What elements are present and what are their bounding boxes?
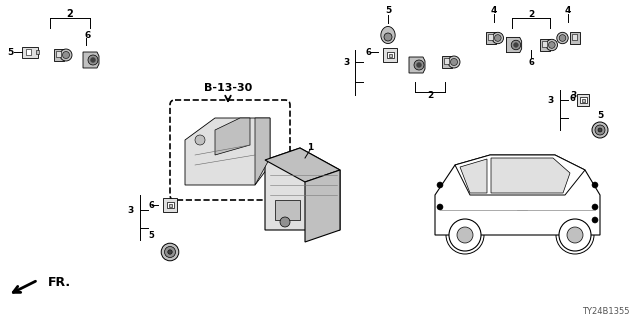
- Circle shape: [437, 204, 443, 210]
- Bar: [542, 41, 547, 47]
- Bar: [488, 34, 493, 40]
- Circle shape: [511, 40, 521, 50]
- Text: 4: 4: [491, 5, 497, 14]
- Circle shape: [546, 39, 557, 51]
- Circle shape: [449, 219, 481, 251]
- Bar: [572, 34, 577, 40]
- Circle shape: [457, 227, 473, 243]
- Text: 6: 6: [365, 47, 371, 57]
- Polygon shape: [455, 155, 585, 195]
- Polygon shape: [506, 37, 522, 52]
- Circle shape: [63, 52, 70, 59]
- Circle shape: [437, 182, 443, 188]
- Circle shape: [595, 125, 605, 135]
- Polygon shape: [305, 170, 340, 242]
- Text: FR.: FR.: [48, 276, 71, 289]
- Circle shape: [168, 250, 172, 254]
- Polygon shape: [265, 148, 340, 182]
- Text: 6: 6: [570, 93, 576, 102]
- Text: 5: 5: [7, 47, 13, 57]
- Polygon shape: [255, 118, 270, 185]
- Circle shape: [448, 56, 460, 68]
- Bar: [577, 94, 589, 106]
- Circle shape: [60, 49, 72, 61]
- Text: 4: 4: [565, 5, 571, 14]
- Polygon shape: [265, 148, 340, 230]
- Bar: [22, 46, 38, 58]
- Circle shape: [557, 32, 568, 44]
- Text: 2: 2: [427, 91, 433, 100]
- Circle shape: [88, 55, 98, 65]
- Circle shape: [559, 219, 591, 251]
- Circle shape: [280, 217, 290, 227]
- Polygon shape: [215, 118, 250, 155]
- FancyBboxPatch shape: [170, 100, 290, 200]
- Bar: [275, 200, 300, 220]
- Circle shape: [495, 35, 501, 41]
- Text: 6: 6: [85, 30, 91, 39]
- Text: 3: 3: [548, 95, 554, 105]
- Circle shape: [414, 60, 424, 70]
- Text: 2: 2: [528, 10, 534, 19]
- Circle shape: [567, 227, 583, 243]
- Bar: [580, 97, 587, 103]
- Circle shape: [548, 42, 555, 48]
- Text: 3: 3: [128, 205, 134, 214]
- Circle shape: [592, 182, 598, 188]
- Text: 3: 3: [570, 91, 576, 100]
- Text: B-13-30: B-13-30: [204, 83, 252, 93]
- Text: 2: 2: [67, 9, 74, 19]
- Circle shape: [90, 58, 95, 62]
- Circle shape: [161, 243, 179, 261]
- Bar: [383, 48, 397, 61]
- Text: 1: 1: [307, 142, 313, 151]
- Text: 3: 3: [344, 58, 350, 67]
- Bar: [389, 54, 392, 57]
- Bar: [54, 49, 64, 61]
- Bar: [35, 50, 39, 54]
- Bar: [56, 51, 61, 57]
- Text: 6: 6: [528, 58, 534, 67]
- Bar: [387, 52, 394, 58]
- Circle shape: [598, 128, 602, 132]
- Polygon shape: [491, 158, 570, 193]
- Bar: [570, 32, 580, 44]
- Text: 6: 6: [148, 201, 154, 210]
- Text: TY24B1355: TY24B1355: [582, 308, 630, 316]
- Circle shape: [384, 33, 392, 41]
- Polygon shape: [460, 159, 487, 193]
- Bar: [163, 198, 177, 212]
- Polygon shape: [409, 57, 425, 73]
- Bar: [26, 49, 31, 55]
- Text: 5: 5: [597, 110, 603, 119]
- Circle shape: [451, 59, 458, 66]
- Bar: [540, 39, 550, 51]
- Circle shape: [513, 43, 518, 47]
- Text: 5: 5: [385, 5, 391, 14]
- Circle shape: [195, 135, 205, 145]
- Bar: [166, 202, 174, 208]
- Polygon shape: [185, 118, 270, 185]
- Polygon shape: [83, 52, 99, 68]
- Bar: [582, 99, 585, 102]
- Circle shape: [164, 246, 175, 258]
- Polygon shape: [381, 27, 395, 44]
- Bar: [169, 204, 172, 207]
- Bar: [442, 56, 452, 68]
- Circle shape: [592, 217, 598, 223]
- Circle shape: [492, 32, 504, 44]
- Bar: [486, 32, 496, 44]
- Circle shape: [417, 62, 422, 68]
- Circle shape: [592, 122, 608, 138]
- Bar: [444, 58, 449, 64]
- Circle shape: [592, 204, 598, 210]
- Text: 5: 5: [148, 230, 154, 239]
- Polygon shape: [435, 155, 600, 235]
- Circle shape: [559, 35, 566, 41]
